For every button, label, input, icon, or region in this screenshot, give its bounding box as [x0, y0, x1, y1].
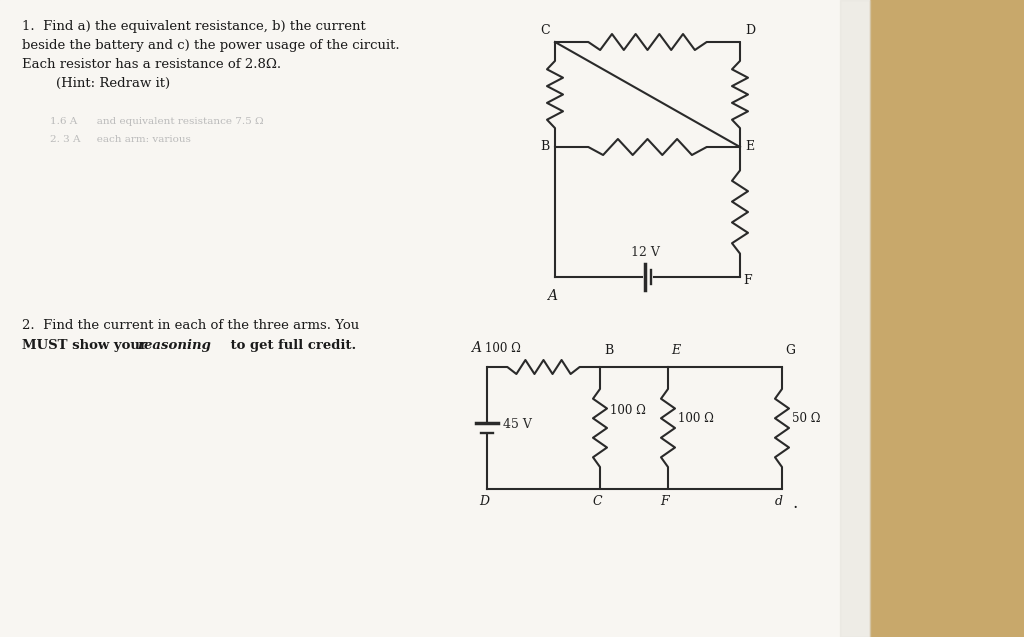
Text: C: C: [541, 24, 550, 37]
Text: 2.  Find the current in each of the three arms. You: 2. Find the current in each of the three…: [22, 319, 359, 332]
Text: 50 Ω: 50 Ω: [792, 412, 820, 424]
Text: .: .: [792, 495, 798, 512]
Text: D: D: [745, 24, 755, 37]
Text: E: E: [745, 141, 754, 154]
Text: G: G: [785, 344, 795, 357]
Text: 100 Ω: 100 Ω: [485, 342, 521, 355]
Text: reasoning: reasoning: [137, 339, 211, 352]
Text: E: E: [671, 344, 680, 357]
Text: 12 V: 12 V: [631, 246, 659, 259]
Text: (Hint: Redraw it): (Hint: Redraw it): [22, 77, 170, 90]
Text: F: F: [743, 273, 752, 287]
Text: A: A: [547, 289, 557, 303]
Text: d: d: [775, 495, 783, 508]
Text: Each resistor has a resistance of 2.8Ω.: Each resistor has a resistance of 2.8Ω.: [22, 58, 282, 71]
Bar: [0, 0, 870, 637]
Bar: [840, 0, 870, 637]
Text: 100 Ω: 100 Ω: [678, 412, 714, 424]
Text: 1.  Find a) the equivalent resistance, b) the current: 1. Find a) the equivalent resistance, b)…: [22, 20, 366, 33]
Text: D: D: [479, 495, 489, 508]
Text: F: F: [660, 495, 670, 508]
Text: C: C: [592, 495, 602, 508]
Text: MUST show your: MUST show your: [22, 339, 152, 352]
Text: 2. 3 A     each arm: various: 2. 3 A each arm: various: [50, 135, 190, 144]
Text: A: A: [471, 341, 481, 355]
Bar: [870, 0, 1024, 637]
Text: to get full credit.: to get full credit.: [226, 339, 356, 352]
Text: 45 V: 45 V: [503, 419, 531, 431]
Text: B: B: [604, 344, 613, 357]
Text: 1.6 A      and equivalent resistance 7.5 Ω: 1.6 A and equivalent resistance 7.5 Ω: [50, 117, 263, 126]
Text: 100 Ω: 100 Ω: [610, 403, 646, 417]
Text: beside the battery and c) the power usage of the circuit.: beside the battery and c) the power usag…: [22, 39, 399, 52]
Text: B: B: [541, 141, 550, 154]
